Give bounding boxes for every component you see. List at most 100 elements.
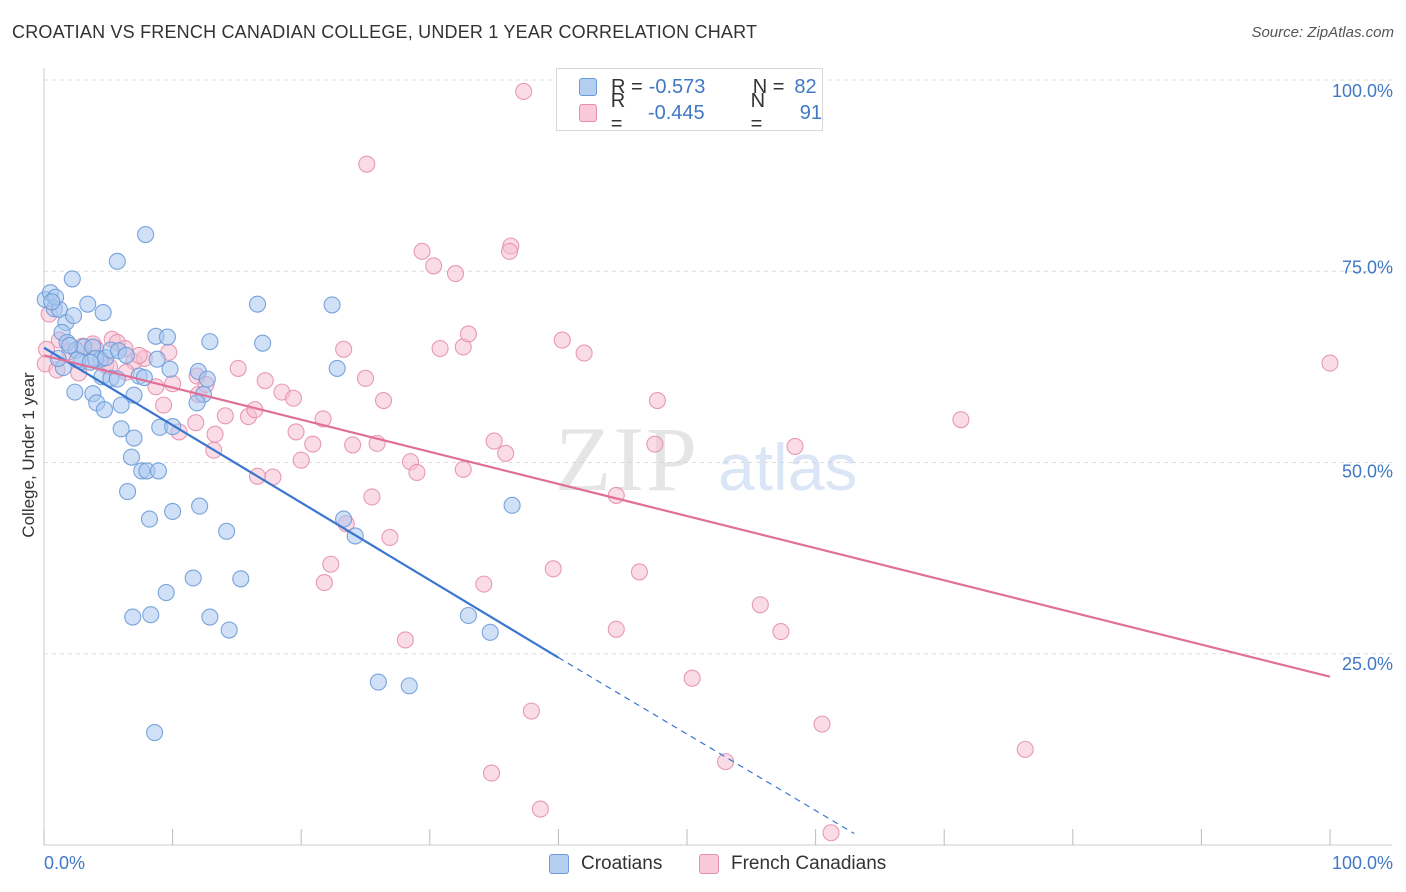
point-croatian bbox=[201, 333, 219, 351]
point-french-canadian bbox=[425, 257, 443, 275]
point-french-canadian bbox=[497, 444, 515, 462]
legend-n-label: N = bbox=[750, 90, 766, 135]
point-croatian bbox=[66, 383, 84, 401]
point-french-canadian bbox=[206, 425, 224, 443]
legend-r-value: -0.573 bbox=[648, 75, 706, 98]
x-tick-label: 0.0% bbox=[44, 853, 85, 873]
point-croatian bbox=[164, 502, 182, 521]
point-french-canadian bbox=[284, 389, 303, 407]
point-french-canadian bbox=[646, 435, 664, 453]
point-french-canadian bbox=[575, 344, 593, 362]
point-french-canadian bbox=[485, 432, 503, 450]
point-croatian bbox=[95, 401, 113, 419]
point-croatian bbox=[112, 396, 130, 414]
trend-line-french-canadians bbox=[43, 354, 1331, 678]
trend-lines bbox=[43, 346, 1331, 835]
point-french-canadian bbox=[431, 339, 449, 358]
point-croatian bbox=[79, 295, 97, 313]
point-french-canadian bbox=[314, 410, 332, 428]
point-french-canadian bbox=[607, 620, 625, 638]
point-french-canadian bbox=[822, 824, 840, 842]
point-croatian bbox=[161, 360, 179, 378]
bottom-legend-croatians[interactable]: Croatians bbox=[549, 852, 662, 876]
point-french-canadian bbox=[358, 155, 376, 173]
point-croatian bbox=[122, 448, 140, 466]
point-french-canadian bbox=[304, 435, 322, 453]
point-french-canadian bbox=[772, 623, 790, 641]
bottom-legend-swatch-croatians bbox=[549, 854, 569, 874]
y-tick-label: 50.0% bbox=[1342, 462, 1393, 482]
bottom-legend-french-canadians[interactable]: French Canadians bbox=[699, 852, 886, 876]
point-croatian bbox=[481, 623, 499, 641]
point-french-canadian bbox=[187, 414, 205, 432]
y-tick-label: 25.0% bbox=[1342, 654, 1393, 674]
point-croatian bbox=[142, 606, 160, 624]
point-french-canadian bbox=[607, 486, 625, 504]
point-french-canadian bbox=[363, 488, 381, 506]
point-french-canadian bbox=[396, 631, 414, 649]
point-french-canadian bbox=[256, 372, 274, 390]
point-croatian bbox=[149, 462, 168, 480]
point-french-canadian bbox=[374, 391, 393, 410]
point-croatian bbox=[65, 307, 83, 325]
point-croatian bbox=[108, 252, 126, 270]
point-french-canadian bbox=[381, 528, 399, 547]
point-french-canadian bbox=[786, 437, 804, 455]
tick-labels: 25.0% 50.0% 75.0% 100.0% 0.0% 100.0% bbox=[44, 81, 1393, 873]
point-croatian bbox=[61, 336, 79, 355]
watermark-zip: ZIP bbox=[555, 408, 699, 510]
point-french-canadian bbox=[229, 359, 247, 377]
point-croatian bbox=[369, 673, 387, 691]
point-croatian bbox=[94, 304, 112, 322]
point-french-canadian bbox=[315, 574, 333, 592]
stats-legend: R = -0.573 N = 82 R = -0.445 N = 91 bbox=[556, 68, 823, 135]
point-croatian bbox=[125, 429, 143, 447]
legend-swatch-croatians bbox=[579, 78, 597, 96]
bottom-legend-label-french-canadians: French Canadians bbox=[731, 853, 887, 874]
point-french-canadian bbox=[482, 764, 501, 782]
point-french-canadian bbox=[216, 407, 234, 425]
point-french-canadian bbox=[500, 242, 519, 260]
point-croatian bbox=[201, 608, 219, 626]
trend-line-croatians-extension bbox=[558, 657, 855, 835]
point-french-canadian bbox=[648, 391, 666, 410]
point-french-canadian bbox=[553, 331, 571, 349]
legend-n-value: 91 bbox=[799, 101, 823, 124]
series-croatians bbox=[36, 225, 521, 742]
legend-n-label: N = bbox=[752, 75, 785, 98]
point-croatian bbox=[43, 293, 61, 311]
point-french-canadian bbox=[413, 242, 431, 260]
point-croatian bbox=[112, 420, 130, 438]
y-tick-label: 75.0% bbox=[1342, 257, 1393, 277]
chart-source: Source: ZipAtlas.com bbox=[1251, 24, 1394, 41]
series-french-canadians bbox=[36, 82, 1339, 842]
point-croatian bbox=[198, 370, 216, 388]
legend-r-value: -0.445 bbox=[647, 101, 705, 124]
point-french-canadian bbox=[531, 800, 549, 818]
point-french-canadian bbox=[544, 560, 562, 578]
point-french-canadian bbox=[322, 555, 340, 573]
legend-n-value: 82 bbox=[794, 75, 817, 98]
point-croatian bbox=[117, 346, 135, 364]
point-croatian bbox=[220, 621, 238, 639]
point-french-canadian bbox=[1016, 740, 1034, 758]
point-french-canadian bbox=[344, 436, 362, 454]
point-french-canadian bbox=[475, 575, 493, 593]
point-croatian bbox=[135, 369, 153, 387]
watermark: ZIP atlas bbox=[555, 408, 857, 510]
bottom-legend-swatch-french-canadians bbox=[699, 854, 719, 874]
y-axis-label: College, Under 1 year bbox=[19, 372, 38, 538]
point-french-canadian bbox=[287, 423, 305, 441]
legend-r-label: R = bbox=[611, 75, 643, 98]
point-french-canadian bbox=[630, 563, 648, 581]
legend-row-croatians: R = -0.573 N = 82 bbox=[579, 75, 817, 99]
trend-line-croatians bbox=[43, 346, 559, 659]
point-french-canadian bbox=[717, 753, 735, 771]
point-croatian bbox=[248, 295, 267, 313]
point-french-canadian bbox=[446, 264, 465, 283]
point-french-canadian bbox=[454, 460, 472, 478]
point-croatian bbox=[191, 497, 209, 515]
y-tick-label: 100.0% bbox=[1332, 81, 1393, 101]
point-croatian bbox=[400, 677, 418, 695]
